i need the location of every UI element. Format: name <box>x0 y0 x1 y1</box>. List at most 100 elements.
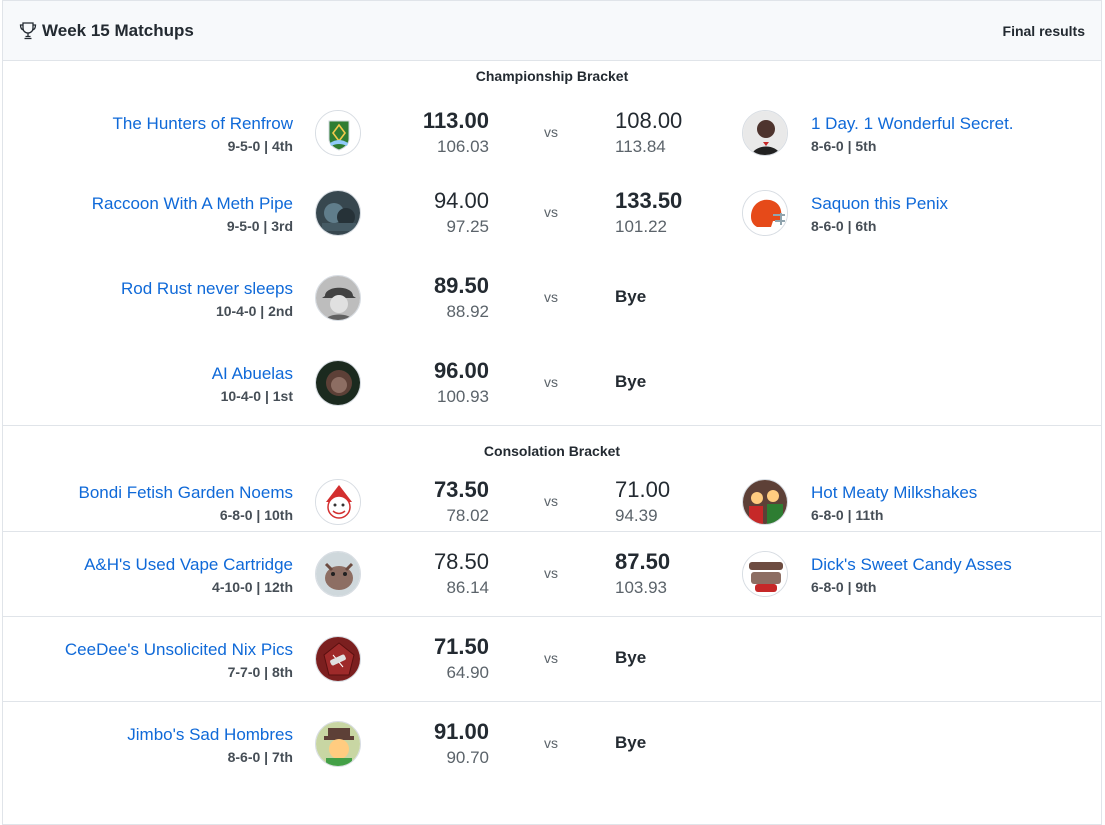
away-team-record: 8-6-0 | 6th <box>811 218 877 234</box>
home-team-record: 6-8-0 | 10th <box>219 507 293 523</box>
away-projected: 94.39 <box>615 506 658 525</box>
home-team-name-link[interactable]: The Hunters of Renfrow <box>112 114 293 133</box>
home-projected: 86.14 <box>446 578 489 597</box>
bye-label: Bye <box>615 287 647 306</box>
home-team-avatar[interactable] <box>315 360 361 406</box>
vs-label: vs <box>544 735 558 751</box>
matchup-row: Rod Rust never sleeps 10-4-0 | 2nd 89.50 88… <box>3 256 1101 341</box>
home-team-record: 9-5-0 | 3rd <box>226 218 293 234</box>
away-team-record: 8-6-0 | 5th <box>811 138 877 154</box>
vs-label: vs <box>544 289 558 305</box>
home-team: CeeDee's Unsolicited Nix Pics 7-7-0 | 8th <box>65 639 293 681</box>
away-team-avatar[interactable] <box>742 479 788 525</box>
away-points: 133.50 <box>615 188 683 213</box>
matchup-row: The Hunters of Renfrow 9-5-0 | 4th 113.00 1… <box>3 91 1101 171</box>
home-team-name-link[interactable]: A&H's Used Vape Cartridge <box>84 555 293 574</box>
matchup-row: AI Abuelas 10-4-0 | 1st 96.00 100.93 vs Bye <box>3 341 1101 426</box>
home-projected: 90.70 <box>446 748 489 767</box>
home-team-avatar[interactable] <box>315 721 361 767</box>
home-score: 96.00 100.93 <box>434 357 489 408</box>
away-score: 108.00 113.84 <box>615 107 682 158</box>
home-team-avatar[interactable] <box>315 110 361 156</box>
home-team-record: 4-10-0 | 12th <box>212 579 293 595</box>
home-team: Bondi Fetish Garden Noems 6-8-0 | 10th <box>79 482 294 524</box>
away-points: 87.50 <box>615 549 671 574</box>
home-team-record: 9-5-0 | 4th <box>227 138 293 154</box>
away-team-avatar[interactable] <box>742 110 788 156</box>
page-title: Week 15 Matchups <box>42 20 194 40</box>
vs-label: vs <box>544 124 558 140</box>
matchup-row: Bondi Fetish Garden Noems 6-8-0 | 10th 73.… <box>3 460 1101 532</box>
home-team-avatar[interactable] <box>315 275 361 321</box>
vs-label: vs <box>544 493 558 509</box>
home-points: 91.00 <box>433 719 489 744</box>
matchup-row: Jimbo's Sad Hombres 8-6-0 | 7th 91.00 90.70… <box>3 702 1101 787</box>
home-projected: 88.92 <box>446 302 489 321</box>
home-team-record: 7-7-0 | 8th <box>227 664 293 680</box>
vs-label: vs <box>544 565 558 581</box>
home-team-record: 8-6-0 | 7th <box>227 749 293 765</box>
home-team-avatar[interactable] <box>315 190 361 236</box>
home-points: 89.50 <box>433 273 489 298</box>
bracket-title: Consolation Bracket <box>483 443 621 459</box>
home-points: 73.50 <box>433 477 489 502</box>
away-team-avatar[interactable] <box>742 190 788 236</box>
bye-label: Bye <box>615 648 647 667</box>
home-projected: 100.93 <box>437 387 489 406</box>
away-team: Saquon this Penix 8-6-0 | 6th <box>811 193 948 235</box>
away-team-name-link[interactable]: 1 Day. 1 Wonderful Secret. <box>811 114 1014 133</box>
bye-label: Bye <box>615 372 647 391</box>
vs-label: vs <box>544 204 558 220</box>
home-team-name-link[interactable]: Rod Rust never sleeps <box>121 279 293 298</box>
results-status: Final results <box>1002 22 1085 39</box>
away-team: Hot Meaty Milkshakes 6-8-0 | 11th <box>811 482 977 524</box>
matchups-header: Week 15 Matchups Final results <box>3 1 1101 61</box>
vs-label: vs <box>544 650 558 666</box>
away-projected: 113.84 <box>615 137 666 156</box>
away-team-name-link[interactable]: Dick's Sweet Candy Asses <box>811 555 1012 574</box>
home-team-name-link[interactable]: AI Abuelas <box>211 364 293 383</box>
home-team-name-link[interactable]: Bondi Fetish Garden Noems <box>78 483 294 502</box>
away-score: 71.00 94.39 <box>615 476 670 527</box>
away-team-name-link[interactable]: Hot Meaty Milkshakes <box>811 483 978 502</box>
away-team: 1 Day. 1 Wonderful Secret. 8-6-0 | 5th <box>811 113 1014 155</box>
home-score: 73.50 78.02 <box>434 476 489 527</box>
away-team-avatar[interactable] <box>742 551 788 597</box>
home-points: 94.00 <box>433 188 489 213</box>
home-team-record: 10-4-0 | 1st <box>220 388 293 404</box>
home-projected: 78.02 <box>446 506 489 525</box>
header-title-group: Week 15 Matchups <box>18 21 194 41</box>
away-points: 108.00 <box>615 108 683 133</box>
home-points: 78.50 <box>433 549 489 574</box>
away-projected: 103.93 <box>615 578 667 597</box>
home-team-avatar[interactable] <box>315 479 361 525</box>
matchup-row: CeeDee's Unsolicited Nix Pics 7-7-0 | 8th… <box>3 617 1101 702</box>
home-team: Jimbo's Sad Hombres 8-6-0 | 7th <box>127 724 293 766</box>
home-points: 96.00 <box>433 358 489 383</box>
home-team: The Hunters of Renfrow 9-5-0 | 4th <box>113 113 293 155</box>
trophy-icon <box>18 21 38 41</box>
away-team-name-link[interactable]: Saquon this Penix <box>811 194 949 213</box>
home-team-name-link[interactable]: Raccoon With A Meth Pipe <box>91 194 293 213</box>
away-team-record: 6-8-0 | 11th <box>811 507 884 523</box>
home-team: AI Abuelas 10-4-0 | 1st <box>212 363 293 405</box>
bye-label: Bye <box>615 733 647 752</box>
away-team-record: 6-8-0 | 9th <box>811 579 877 595</box>
home-team: Raccoon With A Meth Pipe 9-5-0 | 3rd <box>92 193 293 235</box>
home-projected: 64.90 <box>446 663 489 682</box>
home-score: 113.00 106.03 <box>423 107 489 158</box>
home-points: 71.50 <box>433 634 489 659</box>
home-team-record: 10-4-0 | 2nd <box>215 303 293 319</box>
home-score: 71.50 64.90 <box>434 633 489 684</box>
home-team: A&H's Used Vape Cartridge 4-10-0 | 12th <box>84 554 293 596</box>
home-score: 91.00 90.70 <box>434 718 489 769</box>
matchup-row: Raccoon With A Meth Pipe 9-5-0 | 3rd 94.00… <box>3 171 1101 256</box>
home-team-avatar[interactable] <box>315 636 361 682</box>
away-score: 133.50 101.22 <box>615 187 682 238</box>
home-team-name-link[interactable]: Jimbo's Sad Hombres <box>127 725 293 744</box>
brackets-container: Championship Bracket The Hunters of Renfr… <box>3 61 1101 787</box>
home-team-avatar[interactable] <box>315 551 361 597</box>
home-projected: 97.25 <box>446 217 489 236</box>
away-score: 87.50 103.93 <box>615 548 670 599</box>
home-team-name-link[interactable]: CeeDee's Unsolicited Nix Pics <box>64 640 293 659</box>
